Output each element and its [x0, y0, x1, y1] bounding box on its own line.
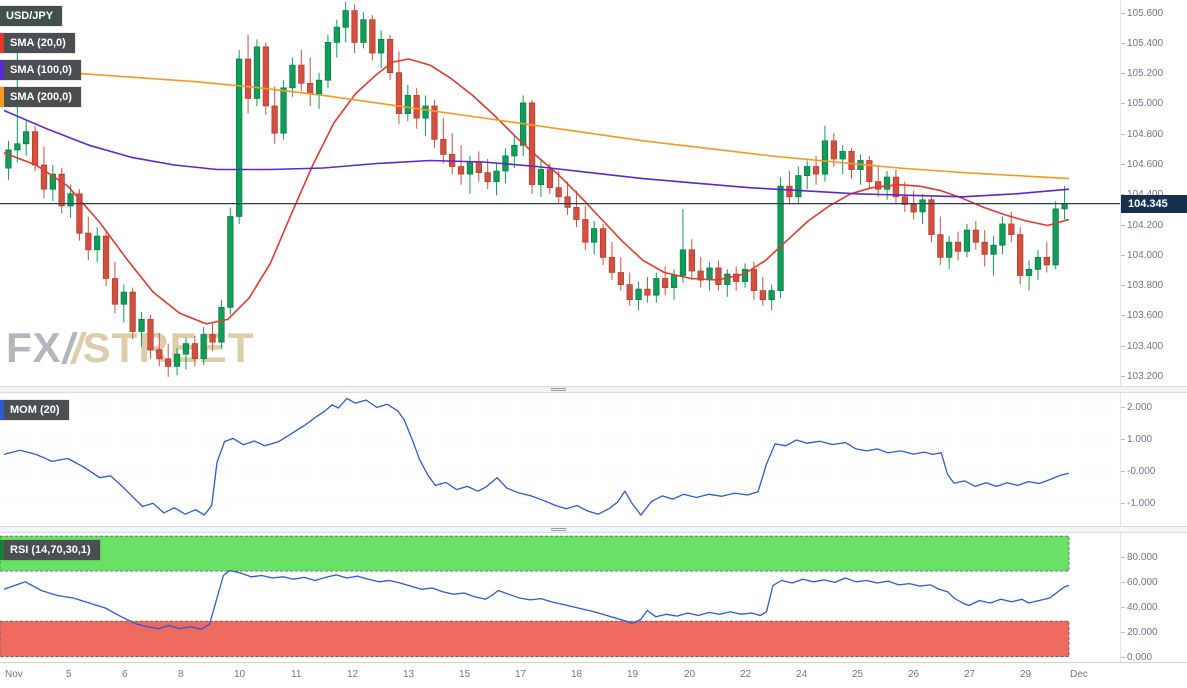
sma100-label: SMA (100,0): [10, 64, 72, 76]
sma100-color-bar: [0, 60, 4, 80]
instrument-badge[interactable]: USD/JPY: [0, 6, 63, 26]
time-axis-label: 27: [964, 669, 976, 680]
time-axis-label: 15: [459, 669, 471, 680]
momentum-axis-tick: 1.000: [1120, 433, 1153, 445]
rsi-axis-tick: 20.000: [1121, 627, 1158, 638]
time-axis-label: 22: [740, 669, 752, 680]
time-axis-label: 11: [291, 669, 302, 680]
rsi-panel: RSI (14,70,30,1) 80.000 60.000 40.000 20.00…: [0, 533, 1187, 663]
drag-grip-icon: [551, 388, 566, 391]
rsi-chart-canvas[interactable]: [0, 533, 1120, 662]
sma200-legend-badge[interactable]: SMA (200,0): [0, 87, 81, 107]
time-axis-label: 18: [571, 669, 583, 680]
price-axis-tick: 105.400: [1120, 37, 1164, 49]
rsi-axis-tick: 0.000: [1120, 652, 1153, 663]
time-axis-label: 20: [684, 669, 696, 680]
time-axis-label: Dec: [1070, 669, 1088, 680]
momentum-axis-tick: -0.000: [1120, 465, 1156, 477]
watermark-fx-text: FX: [6, 324, 62, 371]
momentum-axis[interactable]: 2.000 1.000 -0.000 -1.000: [1120, 393, 1187, 526]
panel-splitter[interactable]: [0, 386, 1187, 393]
momentum-axis-tick: 2.000: [1120, 402, 1153, 414]
price-axis-tick: 103.800: [1120, 280, 1164, 292]
mom-color-bar: [0, 400, 4, 420]
price-panel: FX STREET USD/JPY SMA (20,0) SMA (100,0)…: [0, 0, 1187, 386]
sma200-color-bar: [0, 87, 4, 107]
mom-legend-badge[interactable]: MOM (20): [0, 400, 69, 420]
time-axis-label: 24: [796, 669, 808, 680]
rsi-legend-badge[interactable]: RSI (14,70,30,1): [0, 540, 100, 560]
price-axis-tick: 103.600: [1120, 310, 1164, 322]
drag-grip-icon: [551, 528, 566, 531]
sma20-label: SMA (20,0): [10, 37, 66, 49]
time-axis-label: 13: [403, 669, 415, 680]
mom-label: MOM (20): [10, 404, 60, 416]
candlestick-chart-canvas[interactable]: [0, 0, 1120, 386]
time-axis-label: 19: [627, 669, 639, 680]
price-axis-tick: 104.800: [1120, 128, 1164, 140]
time-axis-label: 12: [347, 669, 359, 680]
panel-splitter[interactable]: [0, 526, 1187, 533]
price-axis-tick: 104.600: [1120, 158, 1164, 170]
price-axis-tick: 105.600: [1120, 7, 1164, 19]
rsi-axis-tick: 60.000: [1121, 577, 1158, 588]
sma100-legend-badge[interactable]: SMA (100,0): [0, 60, 81, 80]
price-axis-tick: 104.000: [1120, 249, 1164, 261]
time-axis-label: 8: [178, 669, 184, 680]
sma20-legend-badge[interactable]: SMA (20,0): [0, 33, 75, 53]
rsi-axis-tick: 40.000: [1121, 602, 1158, 613]
price-legend: USD/JPY SMA (20,0) SMA (100,0) SMA (200,…: [0, 6, 81, 107]
time-axis-label: 29: [1020, 669, 1032, 680]
rsi-legend: RSI (14,70,30,1): [0, 540, 100, 560]
time-axis-label: 17: [515, 669, 527, 680]
time-axis-label: 10: [234, 669, 246, 680]
time-axis-label: Nov: [5, 669, 23, 680]
time-axis-label: 26: [908, 669, 920, 680]
time-axis[interactable]: Nov 5 6 8 10 11 12 13 15 17 18 19 20 22 24 25 26 27 29 Dec: [0, 662, 1187, 688]
price-axis-tick: 105.000: [1120, 98, 1164, 110]
rsi-label: RSI (14,70,30,1): [10, 544, 91, 556]
rsi-axis[interactable]: 80.000 60.000 40.000 20.000 0.000: [1120, 533, 1187, 663]
sma20-color-bar: [0, 33, 4, 53]
momentum-panel: MOM (20) 2.000 1.000 -0.000 -1.000: [0, 393, 1187, 526]
momentum-legend: MOM (20): [0, 400, 69, 420]
time-axis-label: 25: [852, 669, 864, 680]
price-axis-tick: 104.200: [1120, 219, 1164, 231]
rsi-color-bar: [0, 540, 4, 560]
price-axis-tick: 105.200: [1120, 68, 1164, 80]
sma200-label: SMA (200,0): [10, 91, 72, 103]
price-axis-tick: 103.400: [1120, 340, 1164, 352]
time-axis-label: 6: [122, 669, 128, 680]
rsi-axis-tick: 80.000: [1121, 552, 1158, 563]
price-axis[interactable]: 105.600 105.400 105.200 105.000 104.800 104.6…: [1120, 0, 1187, 386]
price-axis-tick: 103.200: [1120, 370, 1164, 382]
time-axis-label: 5: [66, 669, 72, 680]
current-price-tag: 104.345: [1121, 194, 1187, 213]
instrument-label: USD/JPY: [6, 10, 54, 22]
momentum-axis-tick: -1.000: [1120, 497, 1156, 509]
momentum-chart-canvas[interactable]: [0, 393, 1120, 526]
